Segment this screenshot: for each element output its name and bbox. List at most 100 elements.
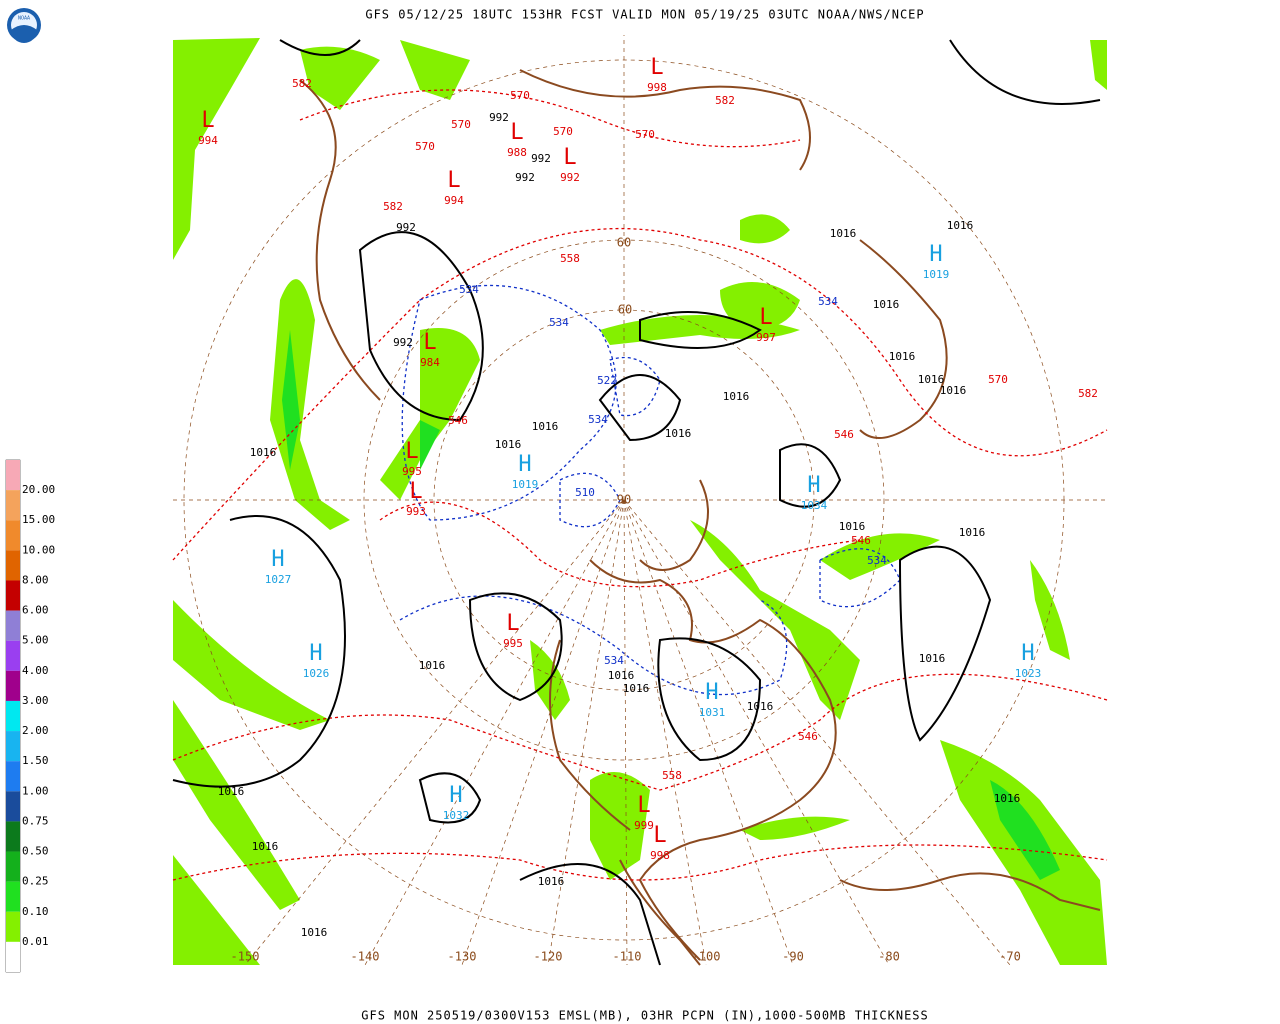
isobar-label: 1016 bbox=[495, 438, 522, 451]
low-value: 998 bbox=[647, 81, 667, 94]
isobar-label: 1016 bbox=[947, 219, 974, 232]
low-symbol: L bbox=[409, 479, 422, 504]
high-value: 1032 bbox=[443, 809, 470, 822]
legend-swatch bbox=[6, 731, 20, 762]
legend-swatch bbox=[6, 580, 20, 611]
low-value: 992 bbox=[560, 171, 580, 184]
legend-swatch bbox=[6, 550, 20, 581]
isobar-label: 1016 bbox=[252, 840, 279, 853]
isobar-label: 1016 bbox=[959, 526, 986, 539]
isobars bbox=[172, 39, 1101, 966]
isobar-label: 992 bbox=[396, 221, 416, 234]
legend-label: 3.00 bbox=[22, 694, 49, 707]
high-symbol: H bbox=[705, 680, 718, 705]
legend-swatch bbox=[6, 911, 20, 942]
legend-swatch bbox=[6, 881, 20, 912]
legend-swatch bbox=[6, 520, 20, 551]
legend-swatch bbox=[6, 640, 20, 671]
isobar-label: 1016 bbox=[889, 350, 916, 363]
thickness-label: 546 bbox=[834, 428, 854, 441]
cold-thickness-label: 534 bbox=[588, 413, 608, 426]
isobar-label: 1016 bbox=[538, 875, 565, 888]
cold-thickness-label: 510 bbox=[575, 486, 595, 499]
thickness-label: 558 bbox=[560, 252, 580, 265]
thickness-label: 582 bbox=[715, 94, 735, 107]
isobar-label: 1016 bbox=[250, 446, 277, 459]
isobar-label: 1016 bbox=[919, 652, 946, 665]
legend-label: 10.00 bbox=[22, 543, 55, 556]
high-value: 1026 bbox=[303, 667, 330, 680]
thickness-label: 546 bbox=[448, 414, 468, 427]
legend-swatch bbox=[6, 610, 20, 641]
low-symbol: L bbox=[510, 120, 523, 145]
high-symbol: H bbox=[309, 641, 322, 666]
high-symbol: H bbox=[929, 242, 942, 267]
low-value: 994 bbox=[444, 194, 464, 207]
legend-swatch bbox=[6, 941, 20, 972]
thickness-label: 558 bbox=[662, 769, 682, 782]
isobar-label: 1016 bbox=[665, 427, 692, 440]
high-symbol: H bbox=[1021, 641, 1034, 666]
graticule bbox=[173, 35, 1107, 966]
cold-thickness-label: 522 bbox=[597, 374, 617, 387]
low-symbol: L bbox=[653, 823, 666, 848]
low-value: 995 bbox=[402, 465, 422, 478]
thickness-label: 570 bbox=[415, 140, 435, 153]
isobar-label: 1016 bbox=[419, 659, 446, 672]
low-value: 995 bbox=[503, 637, 523, 650]
low-symbol: L bbox=[637, 793, 650, 818]
high-symbol: H bbox=[449, 783, 462, 808]
isobar-label: 1016 bbox=[839, 520, 866, 533]
isobar-label: 1016 bbox=[940, 384, 967, 397]
legend-label: 1.00 bbox=[22, 784, 49, 797]
thickness-label: 582 bbox=[383, 200, 403, 213]
thickness-label: 570 bbox=[553, 125, 573, 138]
legend-swatch bbox=[6, 700, 20, 732]
low-symbol: L bbox=[650, 55, 663, 80]
legend-label: 1.50 bbox=[22, 754, 49, 767]
logo-text: NOAA bbox=[18, 16, 30, 22]
latitude-label: 60 bbox=[617, 236, 631, 250]
longitude-label: -140 bbox=[351, 950, 380, 964]
longitude-label: -120 bbox=[534, 950, 563, 964]
cold-thickness-label: 534 bbox=[549, 316, 569, 329]
low-value: 998 bbox=[650, 849, 670, 862]
legend-swatch bbox=[6, 791, 20, 822]
legend-label: 20.00 bbox=[22, 483, 55, 496]
low-value: 999 bbox=[634, 819, 654, 832]
map-title: GFS 05/12/25 18UTC 153HR FCST VALID MON … bbox=[365, 8, 924, 22]
longitude-label: -130 bbox=[448, 950, 477, 964]
low-symbol: L bbox=[201, 108, 214, 133]
cold-thickness-label: 534 bbox=[867, 554, 887, 567]
legend-swatch bbox=[6, 490, 20, 521]
legend-label: 15.00 bbox=[22, 513, 55, 526]
cold-thickness-label: 534 bbox=[818, 295, 838, 308]
thickness-label: 546 bbox=[851, 534, 871, 547]
isobar-label: 1016 bbox=[873, 298, 900, 311]
low-symbol: L bbox=[759, 305, 772, 330]
legend-label: 0.50 bbox=[22, 845, 49, 858]
high-value: 1023 bbox=[1015, 667, 1042, 680]
high-symbol: H bbox=[271, 547, 284, 572]
longitude-label: -100 bbox=[692, 950, 721, 964]
low-value: 988 bbox=[507, 146, 527, 159]
legend-swatch bbox=[6, 670, 20, 701]
high-value: 1019 bbox=[923, 268, 950, 281]
thickness-label: 582 bbox=[1078, 387, 1098, 400]
low-value: 984 bbox=[420, 356, 440, 369]
low-symbol: L bbox=[447, 168, 460, 193]
low-symbol: L bbox=[405, 439, 418, 464]
low-value: 994 bbox=[198, 134, 218, 147]
thickness-label: 546 bbox=[798, 730, 818, 743]
coastline bbox=[299, 69, 1101, 966]
longitude-label: -70 bbox=[999, 950, 1021, 964]
high-value: 1027 bbox=[265, 573, 292, 586]
low-symbol: L bbox=[563, 145, 576, 170]
thickness-label: 570 bbox=[988, 373, 1008, 386]
isobar-label: 992 bbox=[489, 111, 509, 124]
isobar-label: 1016 bbox=[994, 792, 1021, 805]
longitude-label: -150 bbox=[231, 950, 260, 964]
legend-label: 0.75 bbox=[22, 814, 49, 827]
low-symbol: L bbox=[506, 611, 519, 636]
legend-label: 4.00 bbox=[22, 664, 49, 677]
